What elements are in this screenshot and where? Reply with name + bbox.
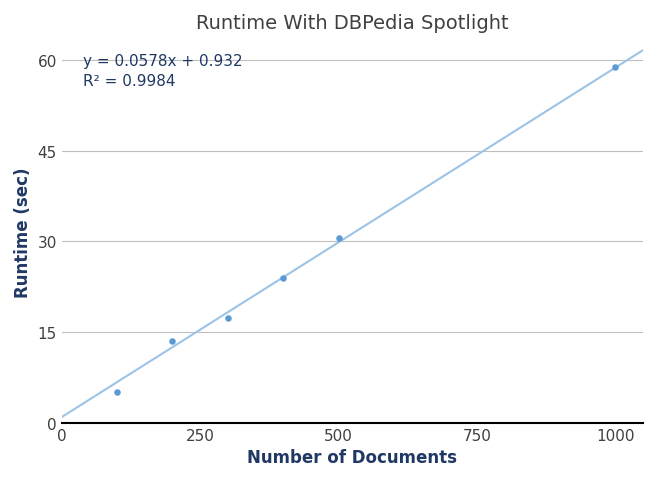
Point: [333, 235, 344, 242]
Title: Runtime With DBPedia Spotlight: Runtime With DBPedia Spotlight: [196, 14, 509, 33]
Point: [610, 64, 621, 72]
Point: [223, 314, 233, 322]
Text: R² = 0.9984: R² = 0.9984: [83, 74, 175, 89]
Point: [278, 274, 288, 282]
Text: y = 0.0578x + 0.932: y = 0.0578x + 0.932: [83, 54, 242, 69]
Point: [112, 389, 122, 396]
Point: [167, 337, 177, 345]
X-axis label: Number of Documents: Number of Documents: [248, 448, 457, 466]
Y-axis label: Runtime (sec): Runtime (sec): [14, 168, 32, 298]
